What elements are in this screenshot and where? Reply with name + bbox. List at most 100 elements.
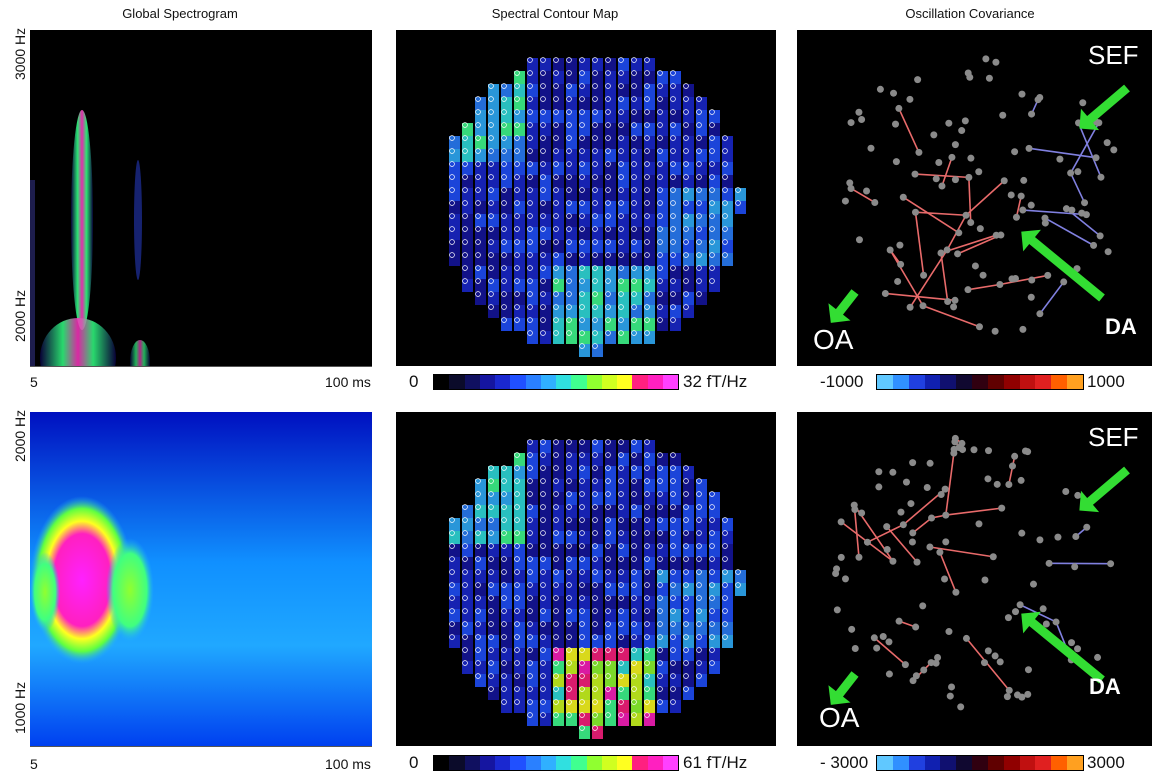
sensor-tile (579, 266, 590, 279)
sensor-marker (566, 83, 572, 89)
covariance-bottom-colorbar-swatch (1051, 756, 1068, 770)
sensor-tile (618, 279, 629, 292)
sensor-tile (592, 726, 603, 739)
sensor-marker (566, 556, 572, 562)
sensor-tile (592, 318, 603, 331)
network-node (955, 229, 963, 237)
sensor-marker (488, 465, 494, 471)
sensor-marker (527, 595, 533, 601)
sensor-marker (462, 504, 468, 510)
sensor-marker (501, 673, 507, 679)
sensor-tile (605, 331, 616, 344)
sensor-marker (475, 517, 481, 523)
sensor-tile (579, 700, 590, 713)
sensor-tile (527, 505, 538, 518)
sensor-tile (553, 175, 564, 188)
sensor-tile (644, 201, 655, 214)
covariance-top-colorbar-swatch (892, 375, 909, 389)
sensor-tile (462, 162, 473, 175)
sensor-tile (488, 661, 499, 674)
sensor-marker (566, 517, 572, 523)
sensor-tile (579, 648, 590, 661)
sensor-tile (670, 71, 681, 84)
sensor-tile (605, 505, 616, 518)
sensor-marker (618, 239, 624, 245)
sensor-marker (618, 699, 624, 705)
sensor-tile (631, 453, 642, 466)
sensor-marker (449, 187, 455, 193)
network-node (1004, 614, 1012, 622)
sensor-marker (514, 135, 520, 141)
network-node (896, 241, 904, 249)
sensor-tile (488, 279, 499, 292)
sensor-tile (657, 492, 668, 505)
sensor-tile (605, 466, 616, 479)
sensor-tile (605, 557, 616, 570)
sensor-tile (449, 622, 460, 635)
sensor-marker (696, 517, 702, 523)
sensor-marker (566, 317, 572, 323)
sensor-tile (475, 279, 486, 292)
sensor-marker (540, 569, 546, 575)
network-node (967, 219, 975, 227)
network-node (1007, 191, 1015, 199)
sensor-marker (553, 135, 559, 141)
sensor-tile (501, 583, 512, 596)
network-node (886, 246, 894, 254)
sensor-marker (462, 135, 468, 141)
sensor-marker (566, 660, 572, 666)
sensor-marker (605, 330, 611, 336)
sensor-tile (462, 201, 473, 214)
sensor-marker (462, 239, 468, 245)
network-edge (909, 249, 948, 308)
sensor-marker (592, 122, 598, 128)
sensor-tile (449, 609, 460, 622)
sensor-tile (566, 531, 577, 544)
network-node (1090, 241, 1098, 249)
sensor-tile (566, 596, 577, 609)
annotation-da-bottom: DA (1089, 674, 1121, 699)
sensor-marker (462, 265, 468, 271)
sensor-marker (592, 725, 598, 731)
sensor-marker (488, 122, 494, 128)
sensor-marker (618, 556, 624, 562)
sensor-marker (722, 187, 728, 193)
sensor-marker (670, 83, 676, 89)
sensor-tile (696, 648, 707, 661)
sensor-marker (540, 608, 546, 614)
sensor-marker (566, 174, 572, 180)
sensor-tile (527, 149, 538, 162)
sensor-tile (670, 466, 681, 479)
sensor-marker (566, 582, 572, 588)
sensor-tile (540, 479, 551, 492)
sensor-marker (514, 109, 520, 115)
sensor-tile (579, 726, 590, 739)
sensor-marker (540, 239, 546, 245)
network-node (991, 652, 999, 660)
sensor-tile (618, 201, 629, 214)
sensor-tile (579, 570, 590, 583)
sensor-tile (618, 110, 629, 123)
sensor-tile (488, 136, 499, 149)
sensor-marker (709, 647, 715, 653)
sensor-marker (579, 96, 585, 102)
sensor-tile (696, 240, 707, 253)
sensor-tile (722, 635, 733, 648)
sensor-tile (605, 635, 616, 648)
sensor-tile (501, 84, 512, 97)
sensor-marker (488, 265, 494, 271)
sensor-tile (709, 162, 720, 175)
sensor-tile (696, 492, 707, 505)
sensor-tile (605, 279, 616, 292)
sensor-marker (670, 174, 676, 180)
sensor-marker (449, 226, 455, 232)
sensor-marker (566, 712, 572, 718)
sensor-tile (449, 544, 460, 557)
sensor-tile (696, 201, 707, 214)
sensor-marker (683, 304, 689, 310)
sensor-marker (566, 161, 572, 167)
sensor-tile (657, 609, 668, 622)
sensor-tile (566, 661, 577, 674)
sensor-marker (566, 673, 572, 679)
sensor-marker (696, 504, 702, 510)
